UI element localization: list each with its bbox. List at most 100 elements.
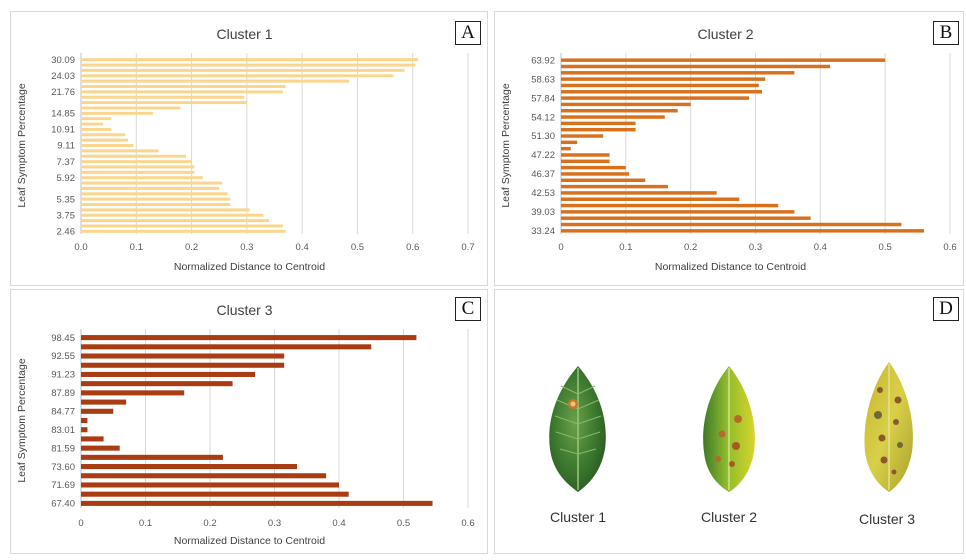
panel-d: D Cluster 1 Cl (494, 289, 964, 554)
bar (81, 111, 153, 115)
x-tick-label: 0.4 (814, 242, 827, 253)
bar (81, 482, 339, 488)
bar (81, 160, 192, 164)
bar (561, 210, 795, 214)
x-tick-label: 0.3 (240, 242, 253, 253)
bar (81, 90, 283, 94)
bar (81, 408, 114, 414)
bar (81, 58, 419, 62)
bar (81, 417, 88, 424)
bar (561, 140, 578, 145)
x-tick-label: 0.7 (461, 242, 474, 253)
x-tick-label: 0.4 (296, 242, 309, 253)
x-tick-label: 0.1 (139, 518, 152, 529)
bar (561, 172, 630, 176)
leaf-image-cluster-3 (864, 362, 913, 492)
bar (561, 96, 750, 100)
leaf-label-cluster-2: Cluster 2 (700, 509, 758, 525)
bar (81, 165, 195, 169)
bar (81, 186, 220, 190)
panel-a: 0.0 0.1 0.2 0.3 0.4 0.5 0.6 0.7 2.46 3.75 5.35 5.92… (10, 11, 488, 286)
y-tick-label: 87.89 (51, 388, 75, 399)
panel-c: 0 0.1 0.2 0.3 0.4 0.5 0.6 67.40 71.69 73.60 81.59 8… (10, 289, 488, 554)
x-tick-label: 0.6 (406, 242, 419, 253)
bar (81, 491, 349, 497)
bar (561, 115, 665, 119)
x-tick-label: 0.5 (397, 518, 410, 529)
y-tick-label: 58.63 (531, 74, 555, 85)
y-axis-label: Leaf Symptom Percentage (16, 358, 28, 482)
x-tick-label: 0.3 (268, 518, 281, 529)
bar (81, 353, 285, 359)
x-tick-label: 0.0 (74, 242, 87, 253)
y-tick-label: 83.01 (51, 425, 75, 436)
y-tick-label: 98.45 (51, 333, 75, 344)
y-tick-label: 9.11 (57, 141, 75, 152)
bar (561, 102, 691, 107)
y-tick-label: 67.40 (51, 499, 75, 510)
bar (561, 127, 636, 132)
bar (561, 71, 795, 75)
bar (81, 192, 228, 196)
y-axis-label: Leaf Symptom Percentage (500, 83, 512, 207)
bar (81, 213, 264, 217)
bar (81, 473, 327, 479)
bar (81, 464, 298, 470)
bar (81, 500, 433, 506)
bar (561, 58, 886, 62)
bar (81, 224, 283, 228)
y-tick-label: 10.91 (51, 125, 75, 136)
y-tick-label: 5.35 (57, 194, 76, 205)
chart-cluster-2: 0 0.1 0.2 0.3 0.4 0.5 0.6 33.24 39.03 42.53 46.37 4… (500, 26, 957, 273)
bar (81, 181, 222, 185)
bar (81, 229, 286, 233)
bar (81, 95, 245, 99)
chart-cluster-1: 0.0 0.1 0.2 0.3 0.4 0.5 0.6 0.7 2.46 3.75 5.35 5.92… (16, 26, 475, 273)
bar (561, 77, 766, 81)
x-tick-label: 0.2 (684, 242, 697, 253)
leaf-label-cluster-1: Cluster 1 (549, 509, 607, 525)
bar (561, 165, 626, 170)
y-axis-label: Leaf Symptom Percentage (16, 83, 28, 207)
bar (561, 216, 811, 220)
y-tick-label: 3.75 (57, 210, 76, 221)
x-tick-label: 0 (558, 242, 563, 253)
panel-letter-a: A (455, 21, 481, 45)
chart-title: Cluster 3 (216, 302, 272, 318)
bar (561, 222, 902, 227)
leaf-image-cluster-1 (549, 366, 606, 492)
y-tick-label: 57.84 (531, 93, 555, 104)
leaf-label-cluster-3: Cluster 3 (858, 511, 916, 527)
x-tick-label: 0 (78, 518, 83, 529)
bar (81, 106, 181, 110)
bar (81, 219, 269, 223)
bar (81, 208, 250, 212)
bar (561, 146, 571, 151)
chart-title: Cluster 1 (216, 26, 272, 42)
bar (81, 454, 223, 460)
bar (81, 197, 231, 201)
y-tick-label: 47.22 (531, 150, 555, 161)
bar (561, 83, 759, 88)
bar (561, 229, 925, 233)
y-tick-label: 33.24 (531, 226, 555, 237)
panel-b: 0 0.1 0.2 0.3 0.4 0.5 0.6 33.24 39.03 42.53 46.37 4… (494, 11, 964, 286)
bar (81, 390, 185, 396)
bar (81, 149, 159, 153)
leaf-image-cluster-2 (703, 366, 755, 492)
bar (81, 74, 394, 78)
y-tick-label: 46.37 (531, 169, 555, 180)
y-tick-label: 42.53 (531, 188, 555, 199)
bar (81, 371, 256, 377)
bar (81, 101, 247, 105)
bar (81, 122, 104, 126)
y-tick-label: 71.69 (51, 480, 75, 491)
y-tick-label: 5.92 (57, 173, 76, 184)
bar (561, 153, 610, 157)
y-tick-label: 84.77 (51, 406, 75, 417)
bar (81, 203, 231, 206)
bar (561, 203, 779, 208)
y-tick-label: 14.85 (51, 109, 75, 120)
bar (561, 197, 740, 201)
bar (561, 64, 831, 69)
